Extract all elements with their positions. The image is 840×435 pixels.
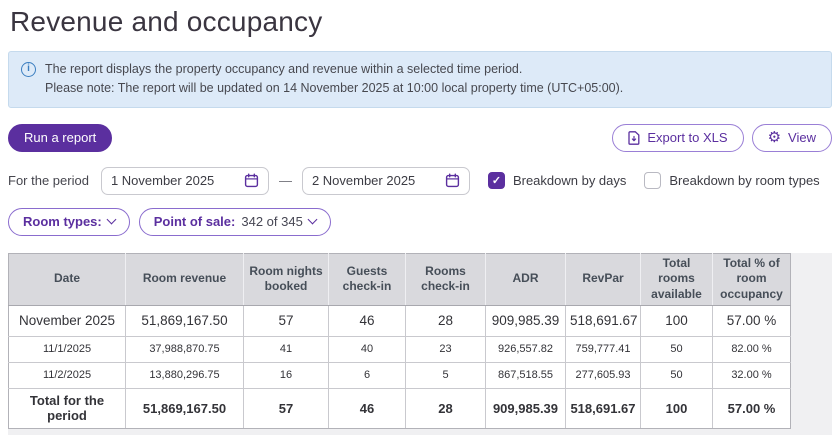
column-header-room-nights-booked: Room nights booked — [243, 252, 329, 306]
calendar-icon[interactable] — [445, 173, 460, 188]
cell-total-rooms: 100 — [640, 387, 713, 429]
export-xls-button[interactable]: Export to XLS — [612, 123, 744, 152]
cell-occupancy: 32.00 % — [712, 361, 791, 389]
table-row-day: 11/1/2025 37,988,870.75 41 40 23 926,557… — [8, 335, 791, 363]
cell-revpar: 518,691.67 — [565, 304, 641, 337]
point-of-sale-value: 342 of 345 — [241, 214, 303, 230]
info-banner-text: The report displays the property occupan… — [45, 60, 623, 99]
cell-guests-check-in: 6 — [328, 361, 406, 389]
export-xls-label: Export to XLS — [647, 130, 728, 146]
cell-room-nights: 41 — [243, 335, 329, 363]
cell-rooms-check-in: 23 — [405, 335, 486, 363]
date-range-separator: — — [278, 173, 292, 189]
cell-total-rooms: 50 — [640, 361, 713, 389]
breakdown-days-label: Breakdown by days — [512, 173, 627, 189]
run-report-button[interactable]: Run a report — [8, 123, 113, 152]
cell-rooms-check-in: 28 — [405, 387, 486, 429]
cell-date: November 2025 — [8, 304, 126, 337]
chevron-down-icon — [307, 214, 318, 225]
cell-room-nights: 16 — [243, 361, 329, 389]
info-icon: i — [21, 62, 36, 77]
revenue-occupancy-table: Date Room revenue Room nights booked Gue… — [8, 252, 791, 429]
column-header-guests-check-in: Guests check-in — [328, 252, 406, 306]
cell-total-rooms: 100 — [640, 304, 713, 337]
cell-guests-check-in: 40 — [328, 335, 406, 363]
calendar-icon[interactable] — [244, 173, 259, 188]
pills-row: Room types: Point of sale: 342 of 345 — [8, 207, 832, 236]
column-header-revpar: RevPar — [565, 252, 641, 306]
breakdown-room-types-option: Breakdown by room types — [644, 172, 820, 190]
cell-adr: 867,518.55 — [485, 361, 566, 389]
table-row-month: November 2025 51,869,167.50 57 46 28 909… — [8, 304, 791, 337]
cell-revpar: 518,691.67 — [565, 387, 641, 429]
gear-icon: ⚙ — [767, 129, 782, 147]
filter-row: For the period — ✓ Breakdown by days Bre… — [8, 166, 832, 195]
cell-adr: 909,985.39 — [485, 387, 566, 429]
cell-revpar: 759,777.41 — [565, 335, 641, 363]
date-from-input[interactable] — [110, 173, 229, 189]
info-banner-line1: The report displays the property occupan… — [45, 62, 523, 76]
cell-occupancy: 57.00 % — [712, 387, 791, 429]
cell-revpar: 277,605.93 — [565, 361, 641, 389]
cell-rooms-check-in: 28 — [405, 304, 486, 337]
column-header-rooms-check-in: Rooms check-in — [405, 252, 486, 306]
period-label: For the period — [8, 173, 89, 189]
date-to-field[interactable] — [301, 166, 470, 195]
export-document-icon — [628, 130, 640, 145]
cell-room-nights: 57 — [243, 387, 329, 429]
cell-adr: 926,557.82 — [485, 335, 566, 363]
page-title: Revenue and occupancy — [10, 6, 323, 37]
breakdown-days-option: ✓ Breakdown by days — [487, 172, 627, 190]
toolbar: Run a report Export to XLS ⚙ View — [8, 123, 832, 152]
cell-guests-check-in: 46 — [328, 387, 406, 429]
date-from-field[interactable] — [100, 166, 269, 195]
cell-occupancy: 82.00 % — [712, 335, 791, 363]
toolbar-right: Export to XLS ⚙ View — [612, 123, 832, 152]
column-header-total-rooms-available: Total rooms available — [640, 252, 713, 306]
cell-adr: 909,985.39 — [485, 304, 566, 337]
cell-room-revenue: 51,869,167.50 — [125, 387, 244, 429]
date-to-input[interactable] — [311, 173, 430, 189]
column-header-adr: ADR — [485, 252, 566, 306]
report-table-area: Date Room revenue Room nights booked Gue… — [8, 252, 832, 435]
info-banner: i The report displays the property occup… — [8, 51, 832, 108]
info-banner-line2: Please note: The report will be updated … — [45, 81, 624, 96]
breakdown-days-checkbox[interactable]: ✓ — [487, 172, 505, 190]
view-label: View — [788, 130, 816, 146]
cell-room-revenue: 13,880,296.75 — [125, 361, 244, 389]
cell-rooms-check-in: 5 — [405, 361, 486, 389]
table-row-total: Total for the period 51,869,167.50 57 46… — [8, 387, 791, 429]
breakdown-room-types-checkbox[interactable] — [644, 172, 662, 190]
room-types-dropdown[interactable]: Room types: — [8, 207, 130, 236]
column-header-room-revenue: Room revenue — [125, 252, 244, 306]
view-button[interactable]: ⚙ View — [751, 123, 832, 152]
room-types-label: Room types: — [23, 214, 102, 230]
breakdown-room-types-label: Breakdown by room types — [669, 173, 820, 189]
column-header-total-occupancy: Total % of room occupancy — [712, 252, 791, 306]
cell-date: 11/1/2025 — [8, 335, 126, 363]
cell-room-nights: 57 — [243, 304, 329, 337]
table-row-day: 11/2/2025 13,880,296.75 16 6 5 867,518.5… — [8, 361, 791, 389]
table-header-row: Date Room revenue Room nights booked Gue… — [8, 252, 791, 306]
point-of-sale-label: Point of sale: — [153, 214, 236, 230]
cell-date: Total for the period — [8, 387, 126, 429]
cell-room-revenue: 51,869,167.50 — [125, 304, 244, 337]
cell-total-rooms: 50 — [640, 335, 713, 363]
point-of-sale-dropdown[interactable]: Point of sale: 342 of 345 — [138, 207, 331, 236]
run-report-label: Run a report — [24, 130, 97, 146]
cell-guests-check-in: 46 — [328, 304, 406, 337]
chevron-down-icon — [106, 214, 117, 225]
cell-occupancy: 57.00 % — [712, 304, 791, 337]
cell-room-revenue: 37,988,870.75 — [125, 335, 244, 363]
column-header-date: Date — [8, 252, 126, 306]
cell-date: 11/2/2025 — [8, 361, 126, 389]
check-icon: ✓ — [491, 175, 502, 188]
